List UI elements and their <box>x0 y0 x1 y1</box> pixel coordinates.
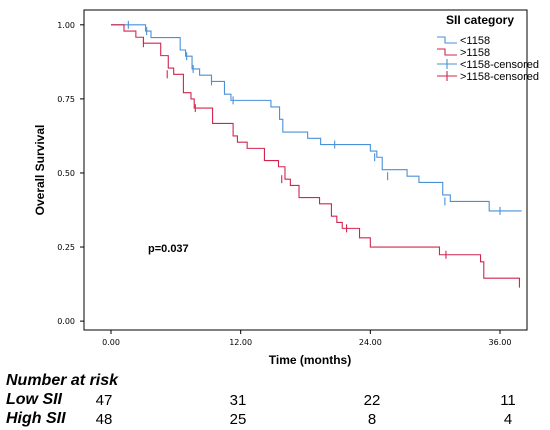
legend-entry-label: <1158-censored <box>460 59 539 71</box>
risk-high-12: 25 <box>229 411 247 428</box>
x-tick-label: 12.00 <box>229 338 252 347</box>
risk-high-0: 48 <box>95 411 113 428</box>
legend-entry-label: >1158 <box>460 47 490 59</box>
series-low-sii <box>111 20 522 215</box>
y-tick-label: 0.00 <box>57 317 75 326</box>
tick-labels: 0.00 0.25 0.50 0.75 1.00 0.00 12.00 24.00 36.00 <box>57 21 511 347</box>
x-axis-title: Time (months) <box>269 353 351 367</box>
risk-low-12: 31 <box>229 392 247 409</box>
survival-curves <box>111 20 522 288</box>
legend-entry-label: <1158 <box>460 35 490 47</box>
y-tick-label: 0.50 <box>57 169 75 178</box>
risk-table: Number at risk Low SII High SII 47 31 22… <box>0 372 550 430</box>
survival-step-line <box>111 24 522 212</box>
y-tick-label: 0.75 <box>57 95 75 104</box>
legend: SII category <1158>1158<1158-censored>11… <box>437 13 539 83</box>
legend-swatch-line <box>437 48 457 56</box>
x-tick-label: 24.00 <box>359 338 382 347</box>
legend-swatch-line <box>437 36 457 44</box>
risk-low-24: 22 <box>363 392 381 409</box>
risk-table-title: Number at risk <box>6 372 118 390</box>
y-tick-label: 0.25 <box>57 243 75 252</box>
legend-entry-label: >1158-censored <box>460 71 539 83</box>
series-high-sii <box>111 24 520 288</box>
p-value-annotation: p=0.037 <box>148 243 189 255</box>
axes <box>80 9 528 334</box>
y-axis-title: Overall Survival <box>33 125 47 216</box>
km-chart: 0.000.250.500.751.000.00 12.00 24.00 36.00 … <box>33 9 539 367</box>
risk-title-rest: at risk <box>66 372 119 389</box>
risk-title-word: Number <box>6 372 67 389</box>
survival-step-line <box>111 24 520 288</box>
risk-row-label-low: Low SII <box>6 391 62 408</box>
risk-low-0: 47 <box>95 392 113 409</box>
risk-high-24: 8 <box>367 411 377 428</box>
risk-row-label-high: High SII <box>6 410 66 427</box>
plot-frame <box>83 9 528 331</box>
legend-title: SII category <box>446 13 514 27</box>
x-tick-label: 36.00 <box>489 338 512 347</box>
risk-high-36: 4 <box>503 411 513 428</box>
risk-low-36: 11 <box>500 392 516 409</box>
x-tick-label: 0.00 <box>102 338 120 347</box>
y-tick-label: 1.00 <box>57 21 75 30</box>
